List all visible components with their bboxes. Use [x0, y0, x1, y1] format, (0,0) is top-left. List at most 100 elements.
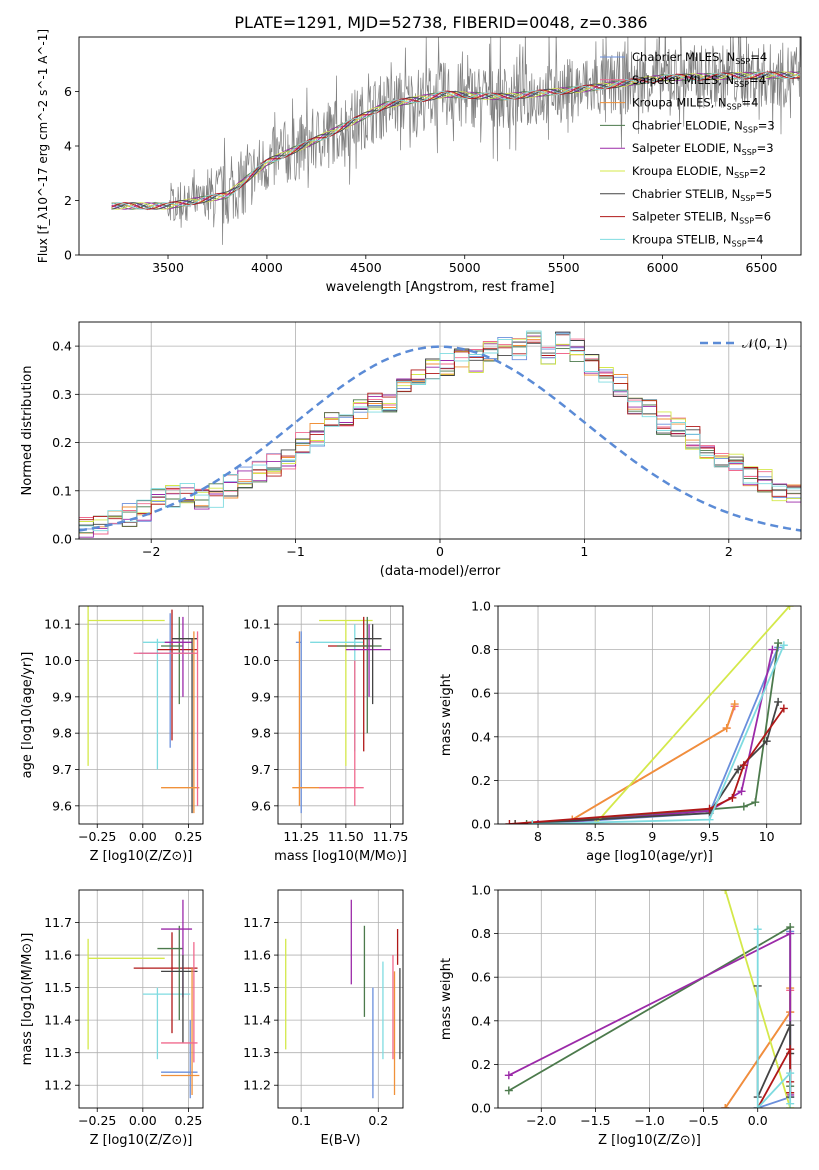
y-tick-label: 4	[64, 139, 72, 154]
y-tick-label: 2	[64, 193, 72, 208]
legend-label: 𝒩(0, 1)	[742, 336, 788, 351]
series-point-marker	[528, 820, 537, 824]
histogram-step-line	[79, 334, 801, 524]
series-line	[515, 701, 779, 824]
y-tick-label: 11.4	[243, 1013, 271, 1028]
y-tick-label: 0.8	[471, 926, 491, 941]
x-tick-label: 8	[534, 829, 542, 844]
series-point-marker	[774, 697, 783, 706]
y-tick-label: 10.1	[44, 617, 72, 632]
y-tick-label: 11.6	[243, 948, 271, 963]
y-tick-label: 0.1	[52, 483, 72, 498]
z-mass-plot-area	[87, 899, 200, 1099]
y-tick-label: 0.0	[52, 532, 72, 547]
series-point-marker	[751, 798, 760, 807]
x-tick-label: 0.2	[368, 1113, 388, 1128]
series-point-marker	[768, 645, 777, 654]
x-tick-label: 6000	[647, 260, 679, 275]
mass-age-plot-area	[292, 616, 391, 814]
series-point-marker	[786, 1069, 795, 1078]
spectrum-model-line	[111, 71, 801, 210]
y-tick-label: 9.6	[251, 798, 271, 813]
y-tick-label: 11.3	[44, 1045, 72, 1060]
histogram-step-line	[79, 330, 801, 532]
legend-label: Kroupa STELIB, NSSP=4	[632, 232, 763, 248]
series-point-marker	[728, 793, 737, 802]
x-tick-label: −1	[286, 544, 304, 559]
series-point-marker	[522, 820, 531, 824]
y-axis-label: mass [log10(M/M⊙)]	[20, 933, 35, 1066]
y-tick-label: 0.2	[52, 435, 72, 450]
spectrum-panel: 3500 4000 4500 5000 5500 6000 6500 0 2 4 6 waveleng…	[36, 29, 802, 295]
x-tick-label: 8.5	[585, 829, 605, 844]
y-tick-label: 1.0	[471, 599, 491, 614]
x-tick-label: 5500	[548, 260, 580, 275]
series-point-marker	[591, 820, 600, 824]
weight-z-panel: −2.0 −1.5 −1.0 −0.5 0.0 0.0 0.2 0.4 0.6 0.8 1.0 Z […	[439, 883, 802, 1148]
y-tick-label: 0.8	[471, 642, 491, 657]
y-tick-label: 9.6	[52, 798, 72, 813]
y-tick-label: 6	[64, 84, 72, 99]
y-tick-label: 0.6	[471, 686, 491, 701]
series-point-marker	[753, 925, 762, 934]
series-point-marker	[504, 1086, 513, 1095]
series-point-marker	[705, 815, 714, 824]
x-tick-label: 0.25	[174, 1113, 202, 1128]
x-tick-label: −1.0	[634, 1113, 664, 1128]
series-point-marker	[739, 802, 748, 811]
series-point-marker	[721, 890, 730, 894]
x-tick-label: −2.0	[526, 1113, 556, 1128]
histogram-step-line	[79, 335, 801, 538]
mass-age-panel: 11.25 11.50 11.75 9.6 9.7 9.8 9.9 10.0 10.1 mass …	[243, 605, 409, 864]
x-tick-label: −0.25	[78, 829, 116, 844]
series-point-marker	[505, 820, 514, 824]
y-tick-label: 11.2	[44, 1078, 72, 1093]
series-point-marker	[786, 1021, 795, 1030]
y-tick-label: 10.1	[243, 617, 271, 632]
y-tick-label: 0.2	[471, 773, 491, 788]
y-tick-label: 11.7	[243, 915, 271, 930]
y-tick-label: 11.5	[44, 980, 72, 995]
weight-age-frame	[497, 605, 802, 825]
histogram-step-line	[79, 331, 801, 527]
x-tick-label: 0	[436, 544, 444, 559]
x-tick-label: −0.25	[78, 1113, 116, 1128]
y-tick-label: 0.0	[471, 817, 491, 832]
x-axis-label: Z [log10(Z/Z⊙)]	[598, 1133, 701, 1148]
x-tick-label: 2	[725, 544, 733, 559]
z-age-frame	[78, 605, 204, 825]
series-point-marker	[774, 639, 783, 648]
legend-label: Salpeter MILES, NSSP=4	[632, 73, 766, 89]
y-axis-label: mass weight	[439, 958, 454, 1040]
y-axis-label: age [log10(age/yr)]	[20, 652, 35, 779]
y-tick-label: 9.7	[251, 762, 271, 777]
y-tick-label: 0.3	[52, 387, 72, 402]
y-tick-label: 11.2	[243, 1078, 271, 1093]
y-axis-label: Normed distribution	[20, 366, 35, 496]
series-point-marker	[722, 724, 731, 733]
spectrum-model-line	[111, 71, 801, 210]
series-point-marker	[730, 700, 739, 709]
y-tick-label: 9.8	[251, 726, 271, 741]
x-axis-label: wavelength [Angstrom, rest frame]	[326, 280, 555, 295]
x-tick-label: 1	[580, 544, 588, 559]
series-line	[526, 642, 779, 824]
y-tick-label: 0.0	[471, 1101, 491, 1116]
series-point-marker	[504, 1071, 513, 1080]
y-tick-label: 10.0	[44, 653, 72, 668]
series-point-marker	[737, 787, 746, 796]
y-tick-label: 0.4	[52, 339, 72, 354]
y-tick-label: 1.0	[471, 883, 491, 898]
weight-z-frame	[497, 889, 802, 1109]
spectrum-model-line	[111, 71, 801, 210]
y-axis-label: mass weight	[439, 674, 454, 756]
residuals-frame	[78, 321, 802, 540]
histogram-step-line	[79, 332, 801, 535]
x-tick-label: 0.00	[129, 1113, 157, 1128]
x-tick-label: 0.25	[174, 829, 202, 844]
y-tick-label: 0.4	[471, 729, 491, 744]
x-tick-label: 11.75	[373, 829, 409, 844]
y-tick-label: 0.6	[471, 970, 491, 985]
y-tick-label: 0	[64, 248, 72, 263]
x-tick-label: 0.00	[129, 829, 157, 844]
